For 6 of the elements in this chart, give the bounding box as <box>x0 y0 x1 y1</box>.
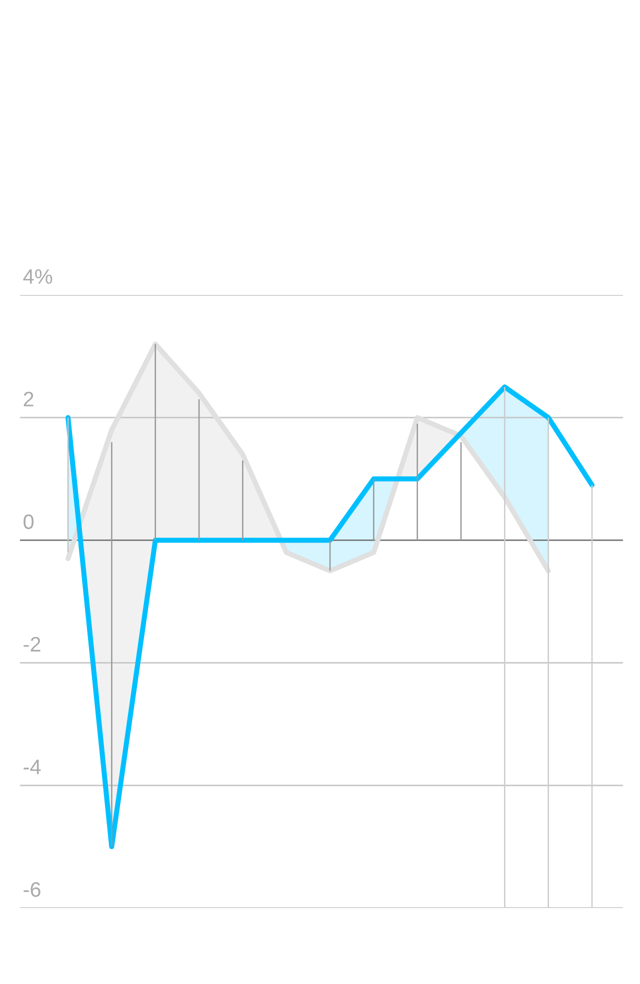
y-tick-label: 4% <box>23 269 52 284</box>
y-tick-label: -4 <box>24 760 41 774</box>
y-tick-label: -2 <box>24 636 40 652</box>
y-tick-label: 2 <box>24 392 34 406</box>
y-tick-label: 0 <box>24 514 34 530</box>
y-tick-label: -6 <box>24 882 40 897</box>
